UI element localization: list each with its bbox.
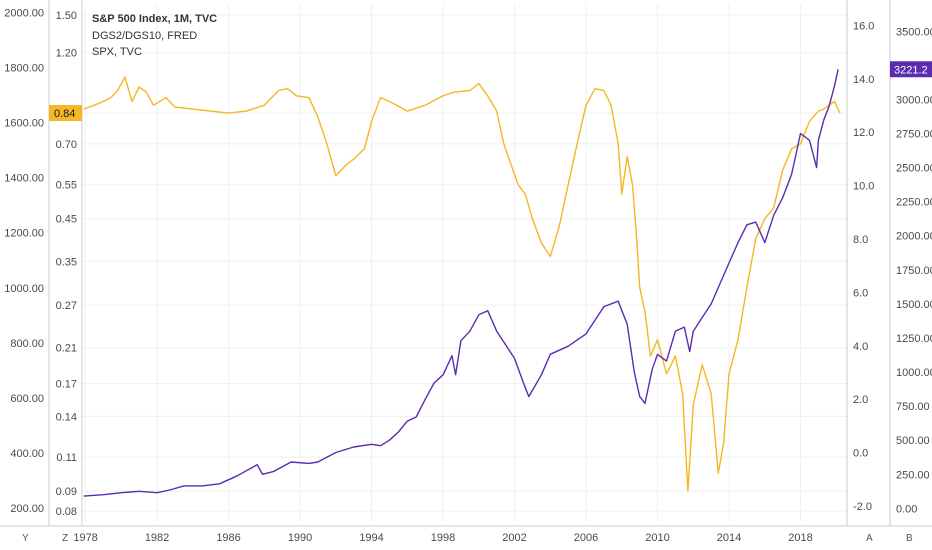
gridlines [82,4,847,522]
right-inner-tick-labels[interactable]: 16.0 14.0 12.0 10.0 8.0 6.0 4.0 2.0 0.0 -2.0 [853,20,874,513]
tick-right-outer-6: 2000.00 [896,231,932,243]
tick-right-outer-11: 750.00 [896,401,930,413]
tick-left-inner-13: 0.08 [56,506,77,518]
series-line-ratio [83,76,841,492]
x-tick-2002: 2002 [502,532,526,544]
tick-left-inner-10: 0.14 [56,411,77,423]
tick-left-inner-8: 0.21 [56,343,77,355]
tick-left-outer-9: 200.00 [10,503,44,515]
tick-left-inner-4: 0.55 [56,180,77,192]
tick-left-outer-8: 400.00 [10,448,44,460]
corner-buttons: Y Z A B [22,533,913,544]
tick-left-inner-9: 0.17 [56,378,77,390]
tick-right-outer-9: 1250.00 [896,333,932,345]
tick-right-outer-5: 2250.00 [896,197,932,209]
tick-right-inner-2: 12.0 [853,127,874,139]
tick-right-outer-10: 1000.00 [896,367,932,379]
right-outer-tick-labels[interactable]: 3500.003250.003000.002750.002500.002250.… [896,26,932,515]
legend-ratio-entry[interactable]: DGS2/DGS10, FRED [92,30,197,42]
b-axis-scale-button[interactable]: B [906,533,913,544]
tick-right-inner-5: 6.0 [853,287,868,299]
spx-last-value: 3221.2 [894,64,928,76]
x-tick-labels[interactable]: 1978 1982 1986 1990 1994 1998 2002 2006 2010 2014… [73,532,812,544]
tick-right-outer-3: 2750.00 [896,129,932,141]
tick-right-outer-2: 3000.00 [896,94,932,106]
tick-left-outer-6: 800.00 [10,338,44,350]
tick-right-outer-13: 250.00 [896,469,930,481]
tick-right-inner-9: -2.0 [853,501,872,513]
tick-right-outer-4: 2500.00 [896,163,932,175]
last-value-badges: 0.84 3221.2 [49,61,932,122]
tick-left-outer-5: 1000.00 [4,283,44,295]
tick-left-inner-1: 1.20 [56,48,77,60]
tick-left-inner-6: 0.35 [56,256,77,268]
x-tick-1998: 1998 [431,532,455,544]
tick-left-inner-5: 0.45 [56,214,77,226]
x-tick-2018: 2018 [788,532,812,544]
legend-spx-entry[interactable]: SPX, TVC [92,46,142,58]
tick-right-inner-1: 14.0 [853,74,874,86]
tick-left-inner-11: 0.11 [56,452,77,464]
tick-right-inner-6: 4.0 [853,341,868,353]
tick-right-outer-0: 3500.00 [896,26,932,38]
tick-right-outer-12: 500.00 [896,435,930,447]
legend-title: S&P 500 Index, 1M, TVC [92,13,217,25]
tick-right-inner-8: 0.0 [853,448,868,460]
tick-right-outer-8: 1500.00 [896,299,932,311]
tick-left-outer-7: 600.00 [10,393,44,405]
tick-right-inner-0: 16.0 [853,20,874,32]
tick-left-outer-1: 1800.00 [4,62,44,74]
tick-left-inner-7: 0.27 [56,300,77,312]
tick-left-outer-3: 1400.00 [4,173,44,185]
tick-right-inner-3: 10.0 [853,181,874,193]
x-tick-1990: 1990 [288,532,312,544]
tick-right-inner-7: 2.0 [853,394,868,406]
x-tick-2006: 2006 [574,532,598,544]
tick-right-inner-4: 8.0 [853,234,868,246]
series-layer [83,69,841,497]
ratio-last-value: 0.84 [54,108,75,120]
y-axis-scale-button[interactable]: Y [22,533,29,544]
a-axis-auto-button[interactable]: A [866,533,873,544]
tick-left-outer-4: 1200.00 [4,228,44,240]
series-line-spx [83,69,839,497]
ratio-last-badge [49,105,82,122]
x-tick-1986: 1986 [216,532,240,544]
legend: S&P 500 Index, 1M, TVC DGS2/DGS10, FRED … [92,13,217,58]
tick-left-outer-2: 1600.00 [4,117,44,129]
x-tick-1982: 1982 [145,532,169,544]
x-tick-2010: 2010 [645,532,669,544]
tick-left-inner-3: 0.70 [56,139,77,151]
x-tick-1978: 1978 [73,532,97,544]
tick-left-outer-0: 2000.00 [4,7,44,19]
tick-left-inner-0: 1.50 [56,10,77,22]
tick-right-outer-14: 0.00 [896,503,917,515]
left-outer-tick-labels[interactable]: 2000.00 1800.00 1600.00 1400.00 1200.00 1000.… [4,7,44,515]
tick-right-outer-7: 1750.00 [896,265,932,277]
x-tick-1994: 1994 [359,532,383,544]
z-axis-scale-button[interactable]: Z [62,533,68,544]
tick-left-inner-12: 0.09 [56,486,77,498]
spx-last-badge [890,61,932,78]
x-tick-2014: 2014 [717,532,741,544]
